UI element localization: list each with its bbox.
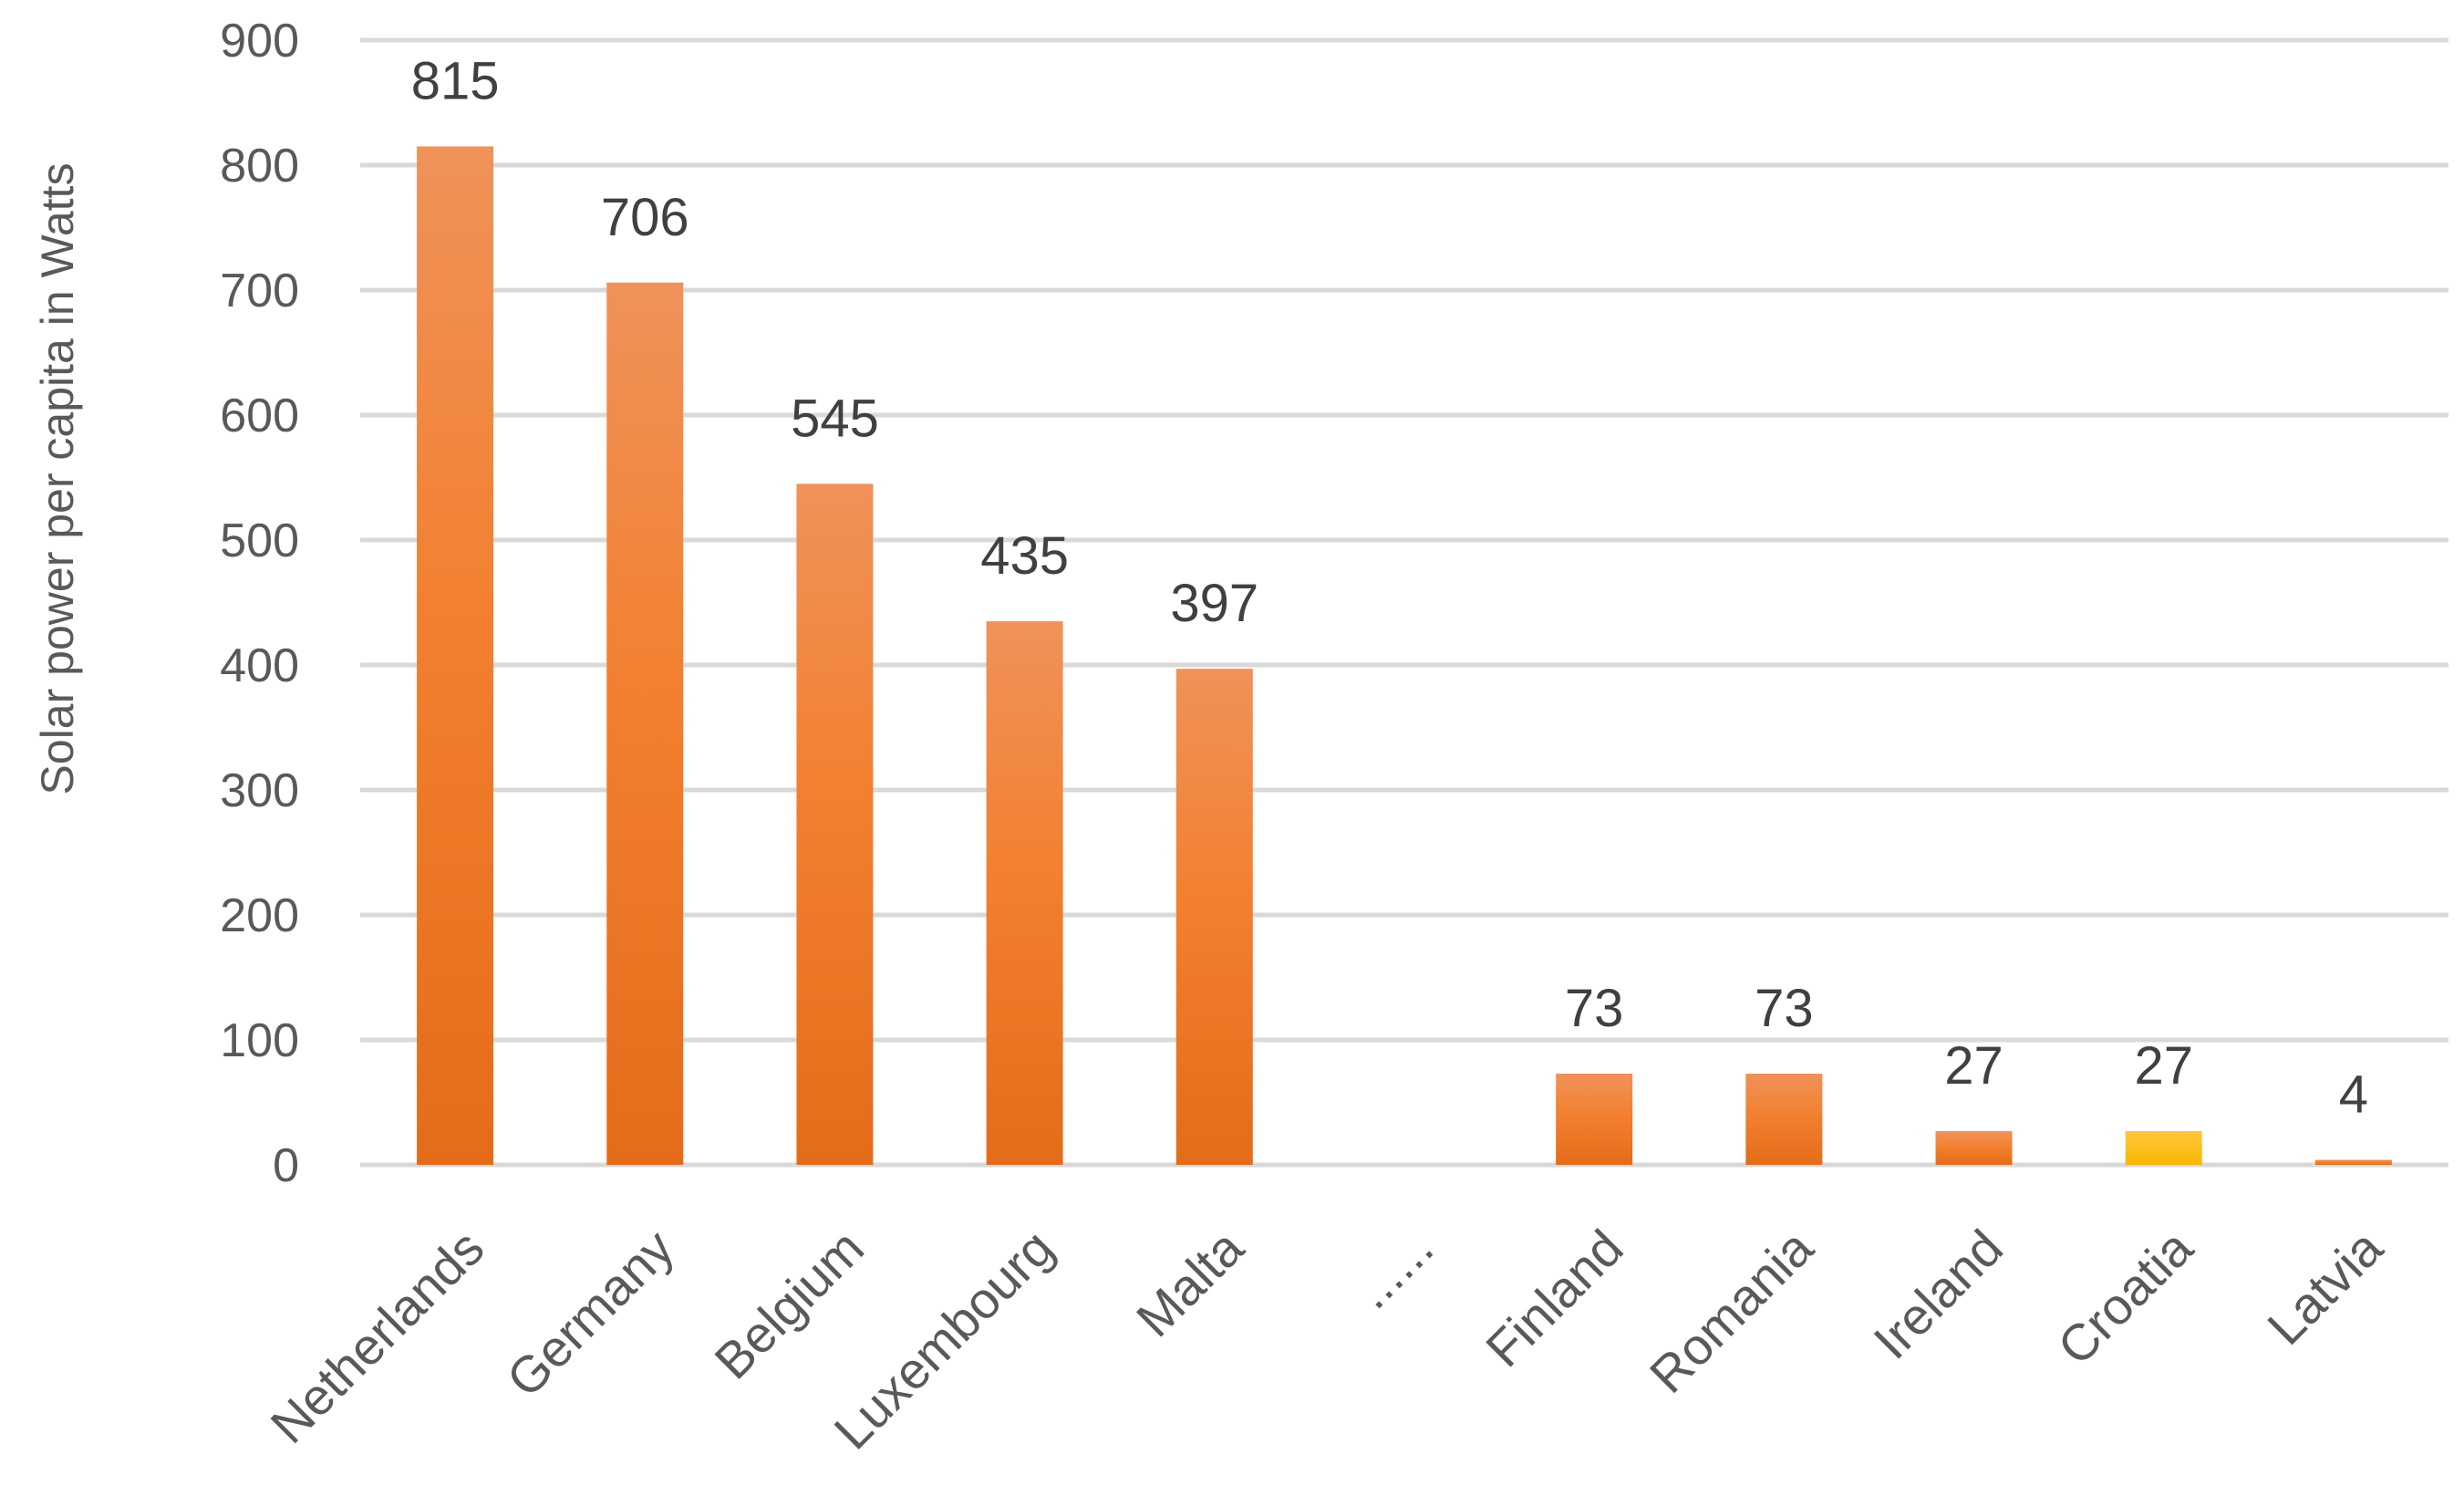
x-category-label: Romania — [1639, 1218, 1825, 1404]
x-category-label: Finland — [1475, 1219, 1633, 1377]
bar-malta — [1175, 669, 1253, 1165]
data-label-ireland: 27 — [1944, 1036, 2003, 1096]
bar-croatia — [2125, 1131, 2202, 1165]
x-category-label: Latvia — [2256, 1218, 2394, 1356]
data-label-germany: 706 — [601, 188, 689, 247]
data-label-romania: 73 — [1755, 979, 1814, 1038]
y-tick-label: 800 — [220, 140, 299, 192]
bar-germany — [606, 282, 684, 1165]
y-tick-label: 700 — [220, 265, 299, 317]
data-label-luxembourg: 435 — [980, 526, 1069, 586]
bar-latvia — [2314, 1159, 2392, 1165]
y-tick-label: 0 — [273, 1139, 299, 1192]
y-tick-label: 100 — [220, 1014, 299, 1067]
x-category-label: Belgium — [703, 1219, 875, 1390]
bar-romania — [1745, 1073, 1823, 1165]
x-category-label: Malta — [1125, 1218, 1255, 1347]
bar-ireland — [1935, 1131, 2013, 1165]
x-category-label: Ireland — [1862, 1219, 2014, 1370]
y-tick-label: 600 — [220, 390, 299, 442]
y-tick-label: 900 — [220, 15, 299, 68]
data-label-latvia: 4 — [2339, 1065, 2368, 1125]
bar-finland — [1556, 1073, 1633, 1165]
gridlines — [360, 37, 2448, 1168]
y-tick-label: 300 — [220, 764, 299, 817]
data-label-croatia: 27 — [2134, 1036, 2193, 1096]
data-label-netherlands: 815 — [411, 51, 500, 110]
x-category-label: Netherlands — [260, 1219, 495, 1454]
data-label-finland: 73 — [1565, 979, 1624, 1038]
y-axis-title: Solar power per capita in Watts — [32, 163, 83, 795]
y-tick-label: 400 — [220, 639, 299, 692]
x-category-label: Germany — [495, 1219, 684, 1408]
bar-luxembourg — [986, 621, 1063, 1165]
y-tick-label: 500 — [220, 514, 299, 567]
bar-netherlands — [417, 146, 494, 1166]
data-label-malta: 397 — [1170, 574, 1258, 633]
bars — [417, 146, 2392, 1166]
data-labels: 815 706 545 435 397 73 73 27 27 4 — [411, 51, 2368, 1124]
x-category-label: ...... — [1343, 1219, 1444, 1320]
data-label-belgium: 545 — [791, 389, 879, 448]
y-tick-label: 200 — [220, 889, 299, 942]
y-axis-tick-labels: 0 100 200 300 400 500 600 700 800 900 — [220, 15, 299, 1192]
x-category-label: Croatia — [2046, 1218, 2204, 1376]
bar-belgium — [796, 483, 874, 1165]
